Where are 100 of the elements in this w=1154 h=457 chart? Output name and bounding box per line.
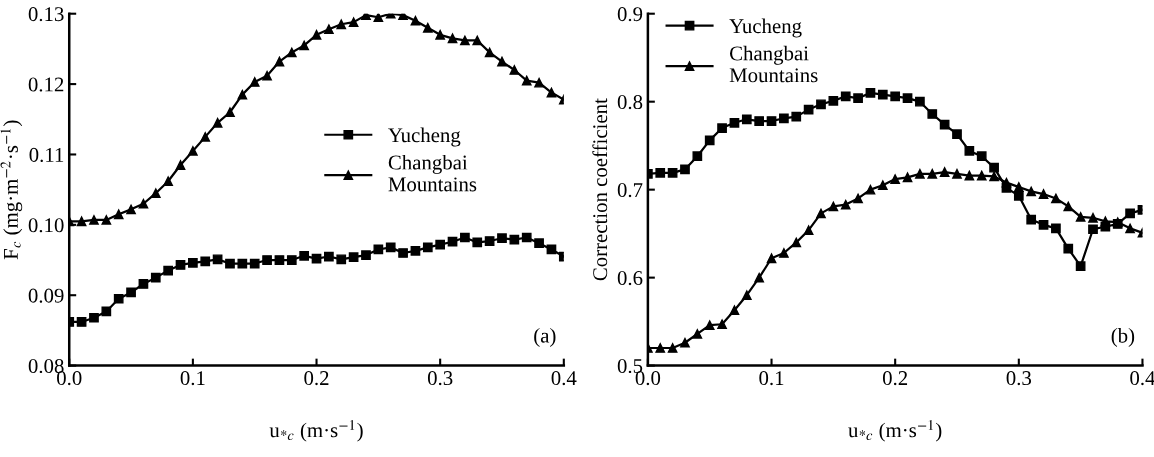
point bbox=[484, 47, 495, 58]
point bbox=[853, 93, 863, 104]
annotation: (b) bbox=[1111, 328, 1135, 347]
point bbox=[249, 77, 260, 87]
y-axis-title: Correction coefficient bbox=[592, 98, 608, 281]
point bbox=[212, 117, 223, 128]
point bbox=[1038, 189, 1049, 199]
point bbox=[791, 111, 802, 122]
legend-label: Changbai Mountains bbox=[729, 45, 818, 83]
point bbox=[680, 164, 690, 175]
annotation: (a) bbox=[534, 328, 556, 347]
point bbox=[262, 255, 272, 265]
point bbox=[989, 162, 999, 173]
y-tick-label: 0.9 bbox=[617, 7, 643, 22]
point bbox=[754, 272, 765, 283]
x-tick-label: 0.2 bbox=[882, 371, 908, 386]
x-tick-label: 0.0 bbox=[635, 371, 661, 386]
point bbox=[175, 260, 186, 270]
y-tick-label: 0.11 bbox=[29, 147, 64, 162]
point bbox=[1026, 186, 1037, 197]
point bbox=[410, 246, 421, 256]
point bbox=[472, 237, 483, 248]
y-tick-label: 0.10 bbox=[28, 218, 64, 233]
point bbox=[249, 258, 260, 269]
point bbox=[546, 87, 557, 98]
point bbox=[373, 13, 384, 23]
point bbox=[902, 93, 913, 104]
point bbox=[101, 306, 112, 317]
point bbox=[324, 24, 334, 35]
point bbox=[1125, 223, 1135, 234]
y-axis-title: F$_{c}$ (mg·m$^{−2}$·s$^{−1}$) bbox=[0, 120, 23, 260]
point bbox=[113, 293, 124, 304]
point bbox=[212, 254, 223, 265]
point bbox=[472, 35, 483, 46]
point bbox=[704, 320, 715, 330]
point bbox=[717, 123, 727, 133]
point bbox=[237, 258, 248, 269]
point bbox=[200, 256, 211, 267]
point bbox=[521, 75, 532, 86]
point bbox=[422, 22, 433, 33]
point bbox=[853, 193, 863, 204]
point bbox=[521, 232, 532, 243]
point bbox=[286, 255, 297, 265]
point bbox=[865, 88, 876, 98]
point bbox=[865, 184, 876, 195]
point bbox=[348, 252, 359, 263]
point bbox=[828, 201, 839, 212]
point bbox=[692, 151, 703, 162]
point bbox=[286, 47, 297, 58]
point bbox=[299, 40, 310, 51]
point bbox=[509, 65, 520, 75]
x-tick-label: 0.2 bbox=[304, 371, 329, 386]
y-tick-label: 0.08 bbox=[28, 358, 64, 374]
point bbox=[113, 209, 124, 220]
point bbox=[816, 208, 826, 219]
point bbox=[667, 168, 678, 178]
point bbox=[497, 56, 507, 67]
point bbox=[890, 91, 901, 102]
x-axis-title: u$_{*c}$ (m·s$^{−1}$) bbox=[848, 419, 942, 442]
point bbox=[655, 168, 666, 178]
x-axis-title: u$_{*c}$ (m·s$^{−1}$) bbox=[269, 419, 363, 442]
point bbox=[667, 343, 678, 353]
point bbox=[1075, 261, 1086, 272]
point bbox=[509, 234, 520, 245]
point bbox=[163, 265, 174, 276]
point bbox=[76, 317, 87, 327]
point bbox=[890, 174, 901, 184]
point bbox=[76, 216, 87, 227]
point bbox=[299, 250, 310, 261]
point bbox=[964, 170, 975, 181]
point bbox=[447, 33, 458, 44]
point bbox=[1013, 190, 1024, 201]
point bbox=[779, 248, 789, 258]
point bbox=[410, 15, 421, 26]
point bbox=[704, 135, 715, 146]
point bbox=[779, 113, 789, 124]
point bbox=[828, 95, 839, 106]
x-tick-label: 0.3 bbox=[1006, 371, 1032, 386]
point bbox=[361, 250, 371, 260]
point bbox=[741, 114, 752, 125]
point bbox=[1013, 182, 1024, 192]
point bbox=[729, 305, 740, 316]
point bbox=[976, 170, 987, 181]
point bbox=[1051, 223, 1061, 234]
point bbox=[1063, 243, 1074, 254]
point bbox=[717, 319, 727, 330]
point bbox=[741, 290, 752, 301]
point bbox=[460, 35, 470, 46]
point bbox=[680, 337, 690, 348]
point bbox=[225, 107, 235, 118]
point bbox=[150, 272, 161, 283]
point bbox=[398, 13, 408, 20]
point bbox=[460, 232, 470, 243]
point bbox=[163, 176, 174, 187]
point bbox=[754, 116, 765, 126]
point bbox=[1051, 193, 1061, 204]
point bbox=[324, 251, 334, 262]
point bbox=[274, 255, 285, 265]
point bbox=[126, 287, 136, 298]
point bbox=[655, 343, 666, 353]
